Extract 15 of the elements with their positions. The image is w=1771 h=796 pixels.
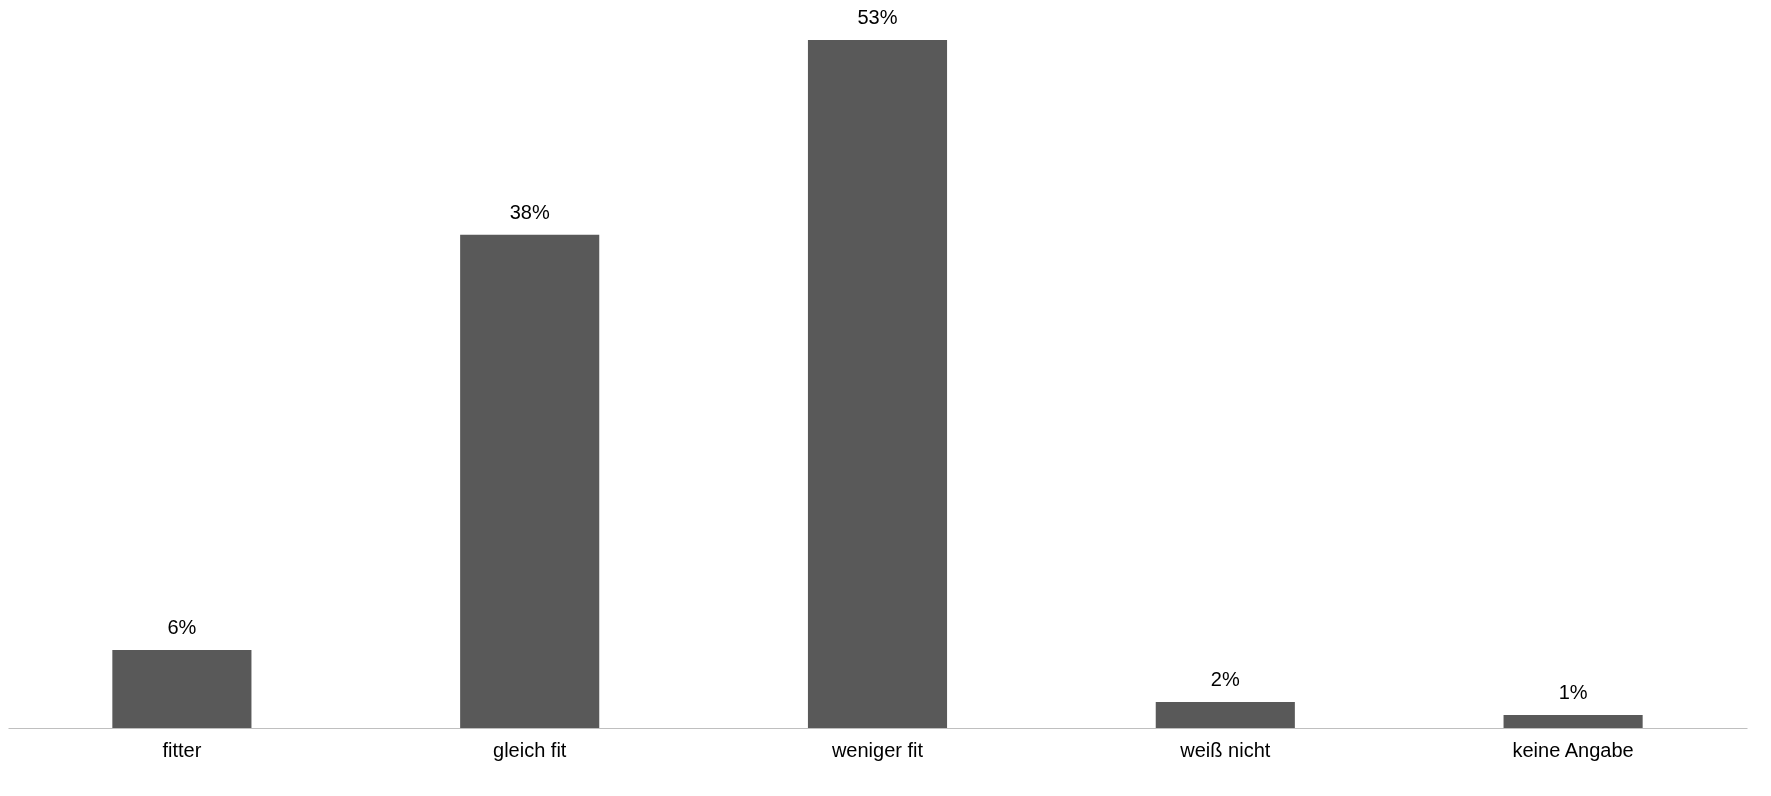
data-label: 2%: [1210, 668, 1240, 691]
bar: [1503, 715, 1643, 728]
x-tick-label: weiß nicht: [1179, 738, 1271, 761]
data-label: 53%: [857, 5, 898, 28]
data-label: 38%: [509, 200, 550, 223]
x-tick-label: weniger fit: [830, 738, 924, 761]
x-tick-label: fitter: [162, 738, 202, 761]
bar: [807, 39, 948, 728]
x-tick-label: keine Angabe: [1512, 738, 1634, 761]
bar: [112, 650, 252, 728]
bar: [1155, 702, 1295, 728]
data-label: 6%: [167, 616, 197, 639]
bar: [460, 234, 600, 728]
x-tick-label: gleich fit: [493, 738, 567, 761]
data-label: 1%: [1558, 681, 1588, 704]
